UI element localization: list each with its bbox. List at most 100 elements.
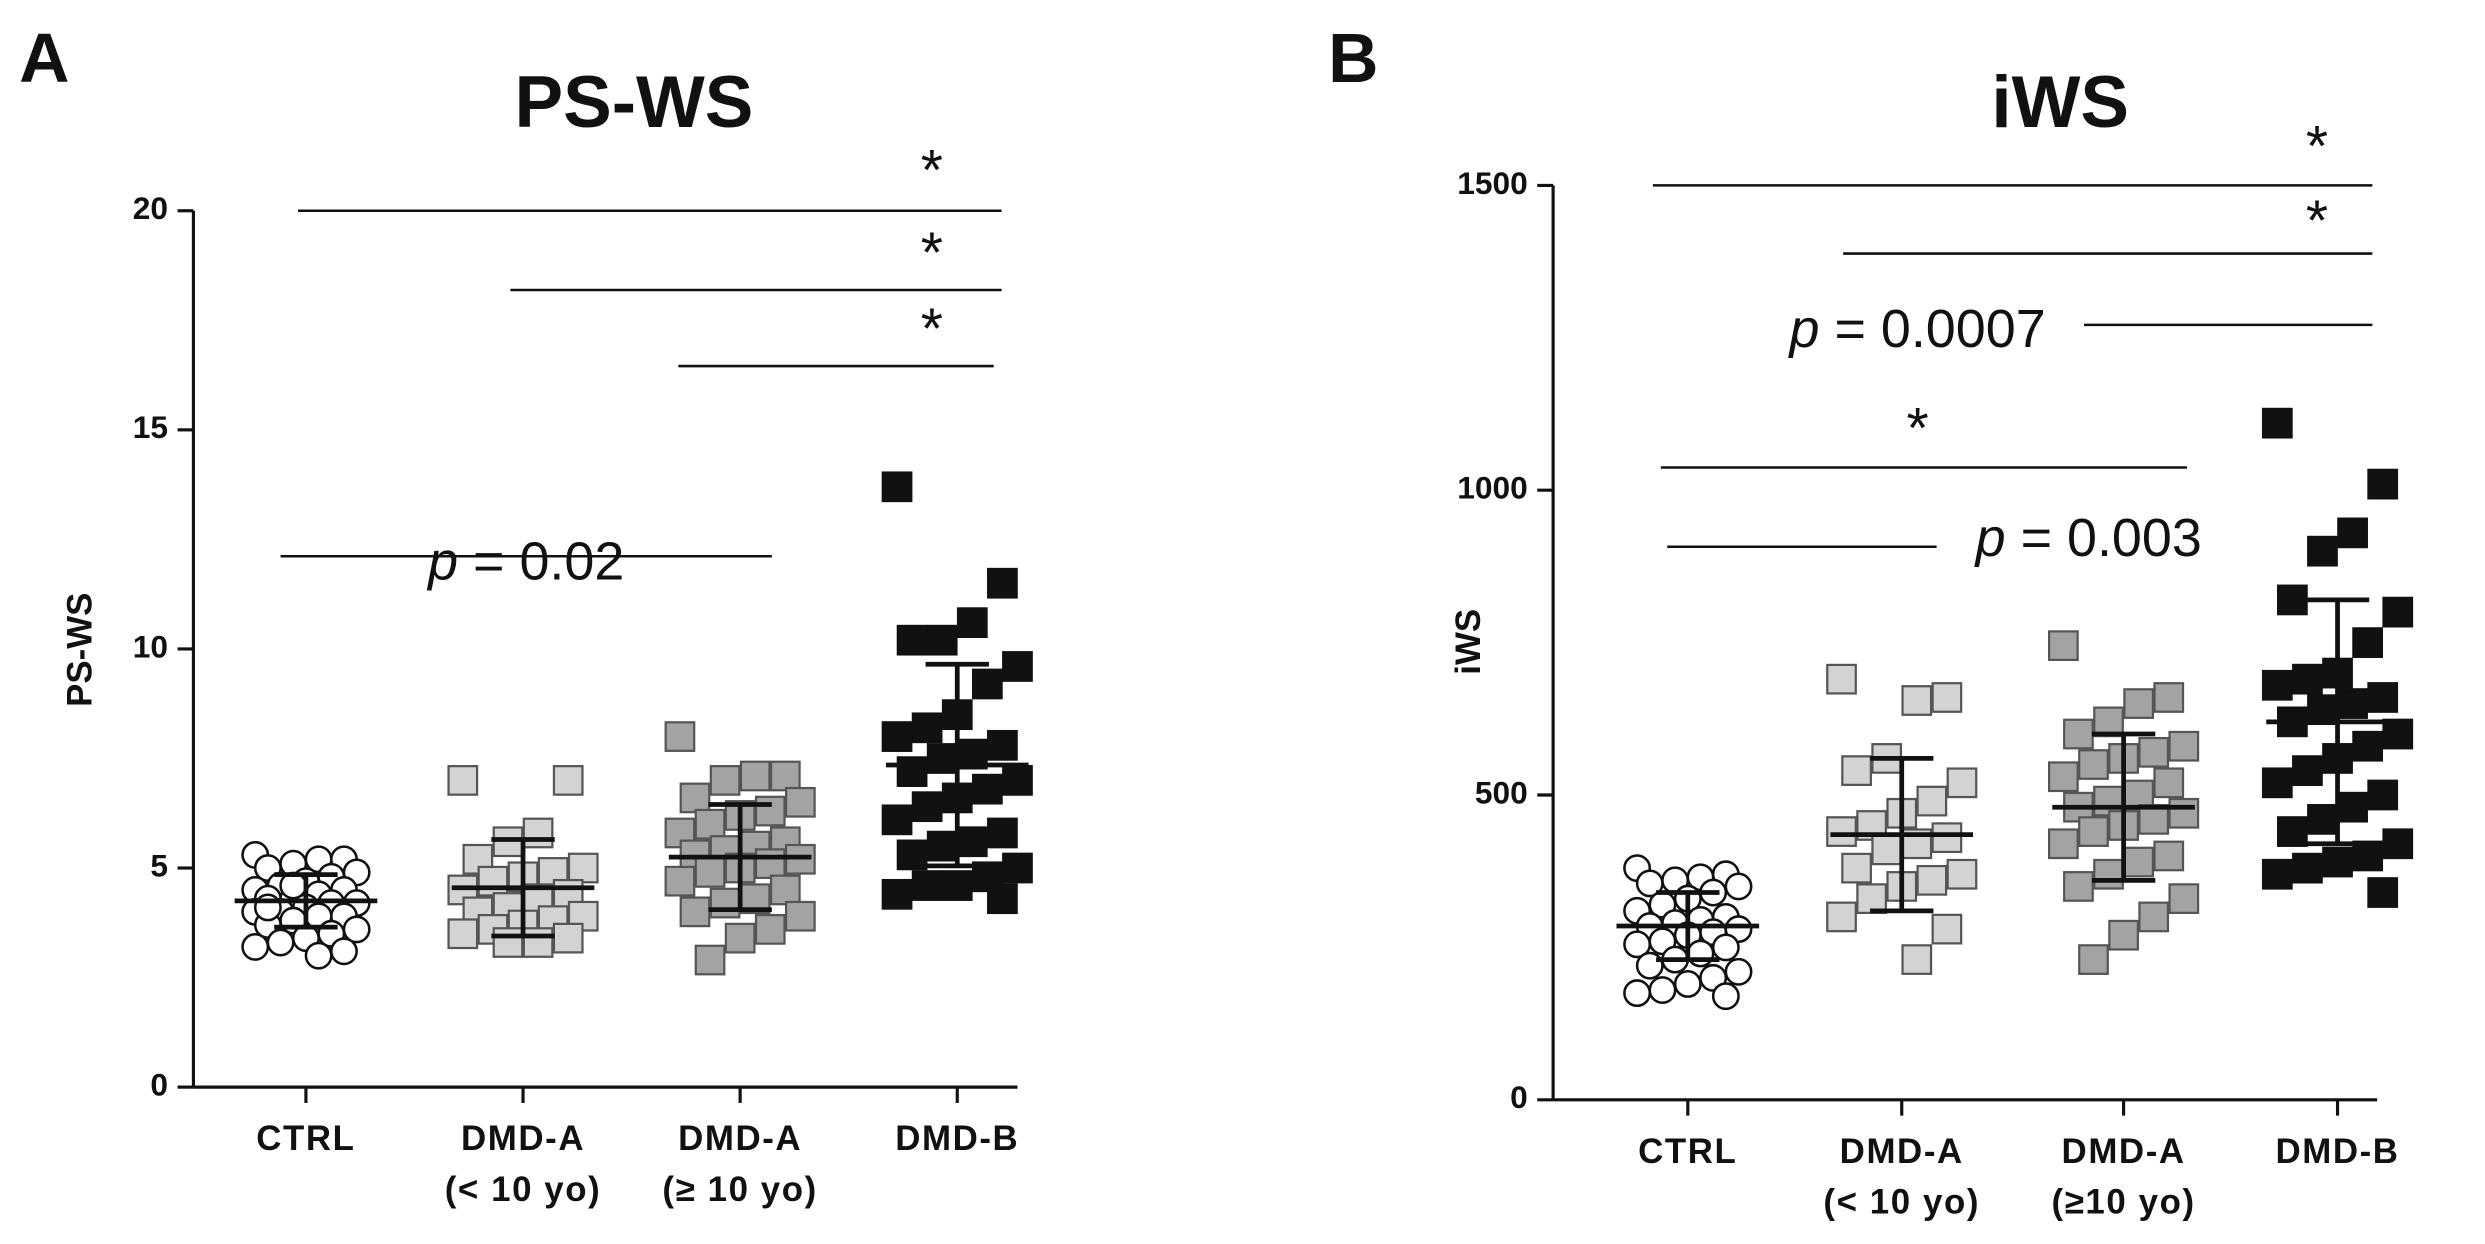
data-point: [2261, 669, 2293, 701]
data-point: [2277, 584, 2308, 616]
data-point: [1623, 930, 1652, 959]
data-point: [2123, 688, 2155, 719]
data-point: [694, 944, 726, 976]
data-point: [881, 471, 913, 503]
data-point: [1826, 901, 1857, 933]
data-point: [1946, 767, 1978, 799]
data-point: [2078, 749, 2109, 780]
data-point: [2367, 877, 2399, 908]
data-point: [2352, 730, 2384, 762]
data-point: [1002, 852, 1033, 884]
x-tick-label: (< 10 yo): [1823, 1183, 1980, 1222]
data-point: [266, 928, 295, 957]
x-tick-label: DMD-B: [895, 1119, 1019, 1158]
data-point: [2153, 767, 2185, 799]
y-axis-label: PS-WS: [61, 593, 100, 707]
data-point: [2123, 846, 2155, 878]
data-point: [2153, 682, 2185, 713]
data-point: [1724, 872, 1753, 901]
data-point: [769, 760, 801, 792]
y-tick-label: 1500: [1457, 165, 1528, 201]
data-point: [2108, 919, 2139, 951]
data-point: [896, 839, 928, 871]
data-point: [911, 712, 943, 744]
sd-bar: [2305, 597, 2370, 847]
data-point: [2168, 883, 2200, 914]
data-point: [477, 865, 509, 897]
x-tick-label: DMD-A: [2062, 1132, 2186, 1171]
data-point: [926, 624, 958, 656]
data-point: [987, 567, 1018, 599]
x-tick-label: DMD-B: [2275, 1132, 2399, 1171]
comparison-label: p = 0.02: [426, 532, 624, 592]
data-point: [896, 624, 928, 656]
comparison-label: *: [1906, 397, 1928, 461]
data-point: [2352, 627, 2384, 658]
data-point: [330, 937, 358, 966]
data-point: [304, 941, 333, 970]
data-point: [1635, 869, 1664, 898]
data-point: [2048, 630, 2079, 662]
data-point: [679, 782, 711, 814]
y-tick-label: 15: [133, 409, 168, 445]
data-point: [2261, 407, 2293, 439]
data-point: [1826, 663, 1857, 695]
data-point: [2261, 767, 2293, 799]
data-point: [1673, 970, 1702, 998]
data-point: [769, 874, 801, 906]
data-point: [739, 760, 771, 792]
data-point: [679, 896, 711, 928]
y-tick-label: 1000: [1457, 470, 1528, 506]
y-tick-label: 500: [1475, 774, 1528, 810]
data-point: [694, 808, 726, 840]
data-point: [1711, 982, 1740, 1011]
data-point: [2168, 797, 2200, 829]
data-point: [2382, 718, 2414, 750]
data-point: [754, 913, 786, 945]
data-point: [1901, 944, 1933, 975]
data-point: [1826, 816, 1857, 847]
sd-bar: [2091, 731, 2156, 883]
comparison-label: *: [2306, 115, 2328, 179]
data-point: [2093, 858, 2124, 890]
data-point: [2168, 730, 2200, 762]
y-tick-label: 0: [1510, 1079, 1528, 1115]
data-point: [2153, 840, 2185, 872]
data-point: [2367, 779, 2399, 811]
y-tick-label: 10: [133, 628, 168, 664]
data-point: [709, 887, 741, 919]
data-point: [724, 922, 756, 954]
data-point: [567, 852, 599, 884]
data-point: [987, 883, 1018, 915]
y-tick-label: 0: [150, 1066, 168, 1102]
data-point: [2322, 846, 2353, 878]
data-point: [1931, 913, 1963, 945]
data-point: [2093, 706, 2124, 738]
data-point: [1931, 682, 1963, 713]
comparison-label: p = 0.003: [1974, 508, 2202, 568]
data-point: [1711, 933, 1740, 962]
data-point: [522, 817, 554, 849]
data-point: [2337, 517, 2368, 549]
data-point: [1946, 858, 1978, 890]
data-point: [2063, 718, 2094, 750]
x-tick-label: DMD-A: [461, 1119, 585, 1158]
x-tick-label: (≥10 yo): [2052, 1183, 2196, 1222]
data-point: [2078, 944, 2109, 975]
data-point: [552, 922, 584, 954]
data-point: [754, 795, 786, 827]
y-tick-label: 20: [133, 190, 168, 226]
sd-bar: [925, 661, 989, 869]
sd-bar: [1656, 890, 1720, 962]
data-point: [241, 932, 270, 961]
sd-bar: [491, 837, 555, 939]
data-point: [956, 607, 988, 639]
data-point: [1901, 685, 1933, 716]
data-point: [881, 878, 913, 910]
comparison-label: p = 0.0007: [1788, 299, 2046, 359]
data-point: [522, 927, 554, 958]
data-point: [754, 848, 786, 880]
panel-label: B: [1328, 19, 1378, 97]
data-point: [2367, 682, 2399, 713]
